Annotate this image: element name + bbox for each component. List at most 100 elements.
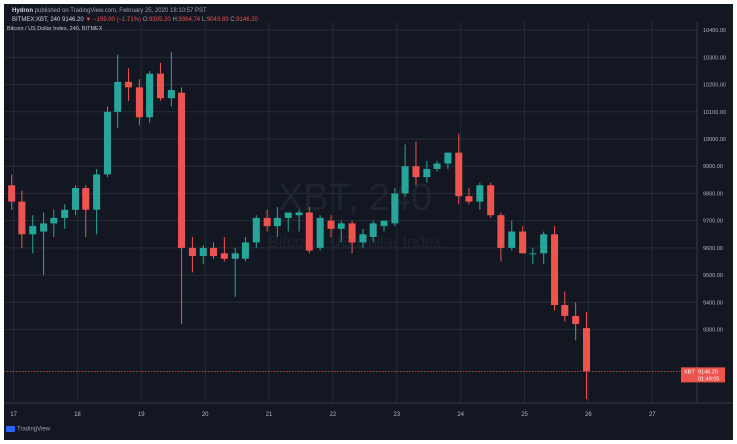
candle-body-down (125, 81, 133, 88)
last-price-countdown: 01:49:05 (698, 376, 719, 382)
candle-body-down (263, 217, 271, 227)
candle-body-down (582, 328, 591, 372)
x-tick-label: 24 (457, 412, 464, 418)
last-price-tag-symbol: XBT (684, 369, 695, 375)
candle-body-up (529, 253, 537, 255)
symbol-line: BITMEX:XBT, 240 9146.20 ▼ −159.00 (−1.71… (12, 16, 258, 24)
candle-body-up (29, 226, 37, 235)
candle-body-up (93, 174, 101, 210)
candle-body-up (295, 212, 303, 216)
symbol-label: BITMEX:XBT, 240 (12, 17, 61, 23)
x-tick-label: 26 (585, 412, 592, 418)
candle-body-up (508, 231, 516, 248)
low-label: L: (201, 17, 207, 23)
y-tick-label: 10100.00 (703, 110, 726, 116)
candle-body-up (401, 166, 409, 194)
x-tick-label: 22 (330, 412, 337, 418)
x-tick-label: 20 (202, 412, 209, 418)
candle-body-up (337, 223, 345, 229)
candle-body-down (465, 196, 473, 202)
candle-body-down (8, 185, 16, 202)
candle-body-up (444, 152, 452, 164)
candle-body-down (156, 73, 164, 99)
y-tick-label: 9400.00 (703, 300, 723, 306)
candle-body-up (103, 111, 111, 175)
last-price: 9146.20 (62, 17, 84, 23)
candle-body-up (380, 220, 388, 227)
candle-body-down (135, 87, 143, 118)
high-label: H: (172, 17, 179, 23)
tradingview-logo-icon (6, 426, 15, 432)
candle-body-up (241, 242, 249, 259)
candle-body-up (316, 217, 324, 248)
price-change: ▼ −159.00 (−1.71%) (85, 17, 142, 23)
brand-label: TradingView (17, 426, 51, 433)
y-tick-label: 10200.00 (703, 83, 726, 89)
candle-body-up (61, 209, 69, 218)
y-tick-label: 9700.00 (703, 219, 723, 225)
candle-body-up (146, 73, 154, 118)
low-value: 9043.83 (206, 17, 229, 23)
candle-body-down (412, 166, 420, 178)
open-value: 9305.20 (149, 17, 171, 23)
publish-text: published on TradingView.com, February 2… (34, 8, 207, 14)
candle-body-down (305, 212, 313, 251)
candle-body-down (561, 305, 569, 316)
candle-body-up (114, 81, 122, 112)
candle-body-down (82, 188, 90, 210)
candle-body-up (433, 163, 441, 169)
candle-body-up (50, 217, 58, 224)
tradingview-footer[interactable]: TradingView (6, 426, 50, 433)
candle-body-up (476, 185, 484, 202)
candle-body-up (167, 90, 175, 99)
candle-body-up (359, 234, 367, 243)
x-tick-label: 19 (138, 412, 145, 418)
candle-body-down (572, 315, 580, 325)
candle-body-up (199, 247, 207, 257)
y-tick-label: 10400.00 (703, 28, 726, 34)
candle-body-down (519, 231, 527, 254)
y-tick-label: 9300.00 (703, 328, 723, 334)
candle-body-up (391, 193, 399, 224)
x-tick-label: 27 (649, 412, 656, 418)
y-tick-label: 10300.00 (703, 55, 726, 61)
close-value: 9146.20 (236, 17, 258, 23)
candle-body-down (327, 220, 335, 229)
high-value: 9364.74 (178, 17, 201, 23)
candle-body-down (348, 223, 356, 243)
candle-body-up (40, 223, 48, 232)
x-tick-label: 25 (521, 412, 528, 418)
chart-panel: Hydron published on TradingView.com, Feb… (4, 4, 733, 440)
candle-body-up (252, 217, 260, 243)
candle-body-down (487, 185, 495, 216)
last-price-tag-value: 9146.20 (698, 369, 718, 375)
candle-body-down (220, 253, 228, 259)
y-tick-label: 9600.00 (703, 246, 723, 252)
candle-body-up (284, 212, 292, 218)
x-tick-label: 17 (10, 412, 17, 418)
y-tick-label: 10000.00 (703, 137, 726, 143)
publish-info: Hydron published on TradingView.com, Feb… (12, 7, 207, 15)
open-label: O: (142, 17, 150, 23)
y-tick-label: 9500.00 (703, 273, 723, 279)
candle-body-up (423, 168, 431, 178)
candle-body-down (188, 247, 196, 257)
y-tick-label: 9900.00 (703, 164, 723, 170)
x-tick-label: 23 (393, 412, 400, 418)
candle-body-down (455, 152, 463, 197)
last-price-tag (681, 367, 725, 383)
author-name: Hydron (12, 8, 33, 14)
candle-body-down (18, 201, 26, 235)
candle-body-down (551, 234, 559, 306)
x-tick-label: 18 (74, 412, 81, 418)
candle-body-down (497, 215, 505, 248)
candle-body-down (209, 247, 218, 257)
y-tick-label: 9800.00 (703, 191, 723, 197)
chart-title: Bitcoin / US Dollar Index, 240, BITMEX (7, 26, 103, 32)
candle-body-up (273, 217, 281, 227)
candle-body-up (369, 223, 377, 237)
close-label: C: (230, 17, 237, 23)
candle-body-up (72, 188, 80, 210)
candle-body-up (540, 234, 548, 254)
